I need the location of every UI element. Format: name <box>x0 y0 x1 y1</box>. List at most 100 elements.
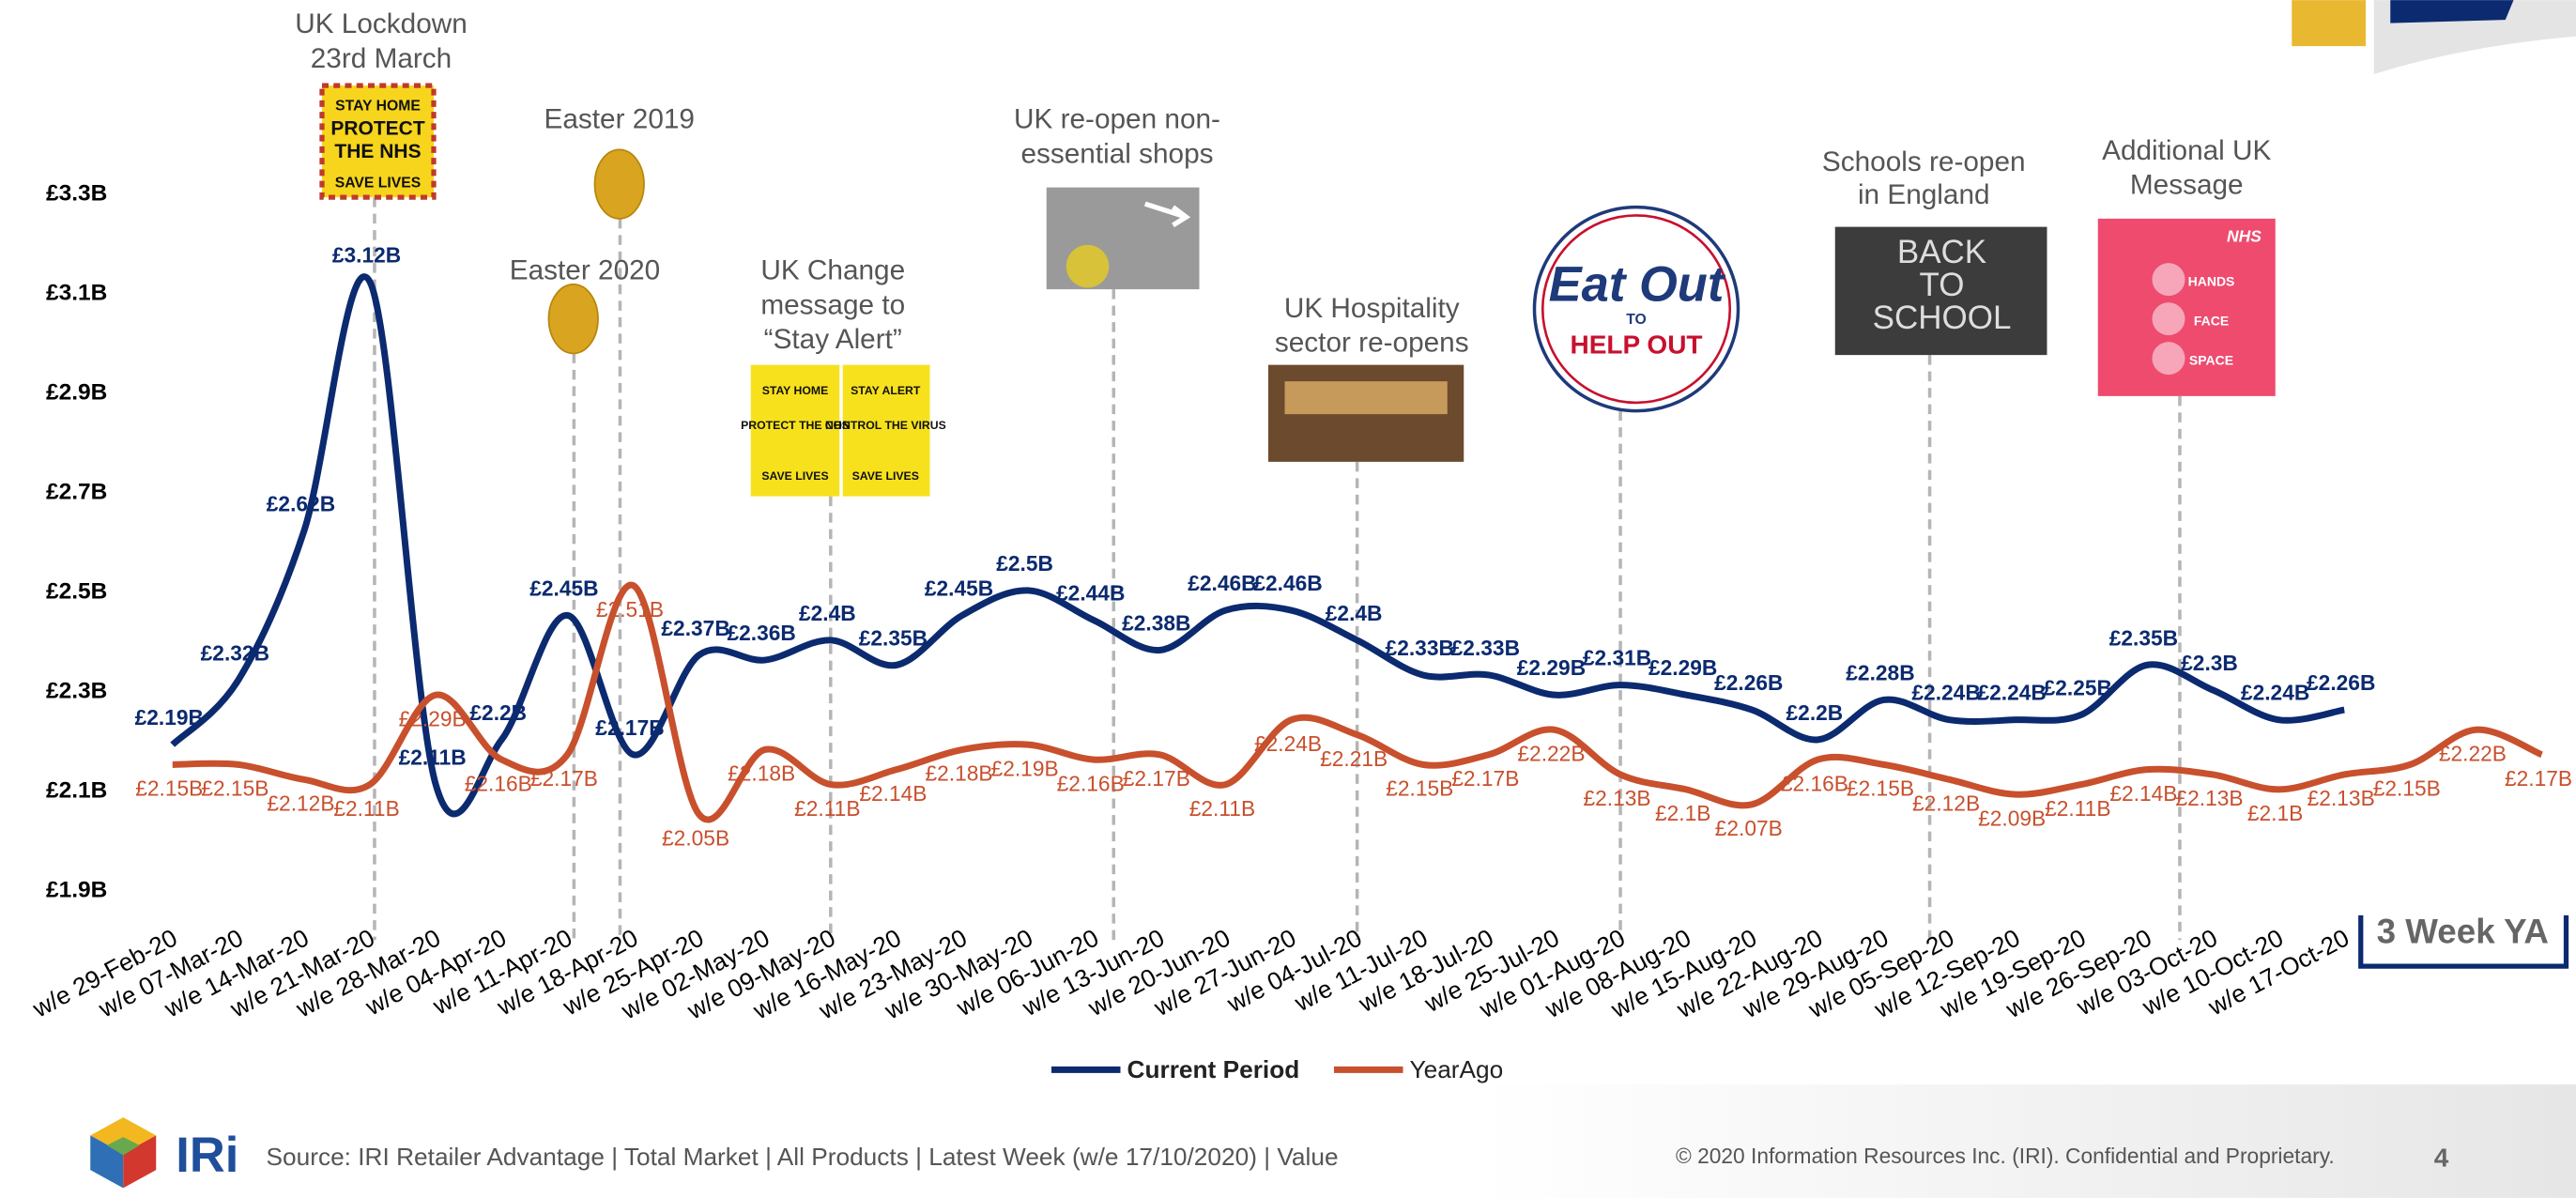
event-label: UK Change <box>760 255 905 286</box>
value-label: £2.22B <box>2439 742 2507 766</box>
value-label: £2.31B <box>1583 646 1651 670</box>
note: 3 Week YA <box>2377 913 2549 951</box>
value-label: £2.14B <box>2109 781 2177 806</box>
event-label: sector re-opens <box>1275 328 1469 359</box>
photo <box>1834 226 2047 356</box>
logo-text: IRi <box>176 1128 238 1183</box>
value-label: £2.51B <box>596 597 664 622</box>
value-label: £2.17B <box>595 715 664 740</box>
value-label: £2.36B <box>728 621 796 645</box>
event-label: UK Lockdown <box>295 8 468 39</box>
y-tick-label: £2.1B <box>46 778 107 804</box>
poster-text: STAY HOME <box>335 98 421 114</box>
value-label: £2.37B <box>661 616 729 640</box>
event-label: Message <box>2130 170 2244 201</box>
poster-text: HELP OUT <box>1570 330 1702 359</box>
value-label: £2.19B <box>991 756 1059 780</box>
value-label: £2.14B <box>859 781 927 806</box>
poster-text: SAVE LIVES <box>761 469 828 483</box>
poster <box>842 364 930 497</box>
value-label: £2.2B <box>469 700 527 725</box>
note-box <box>2358 914 2569 969</box>
value-label: £2.21B <box>1320 746 1388 771</box>
y-tick-label: £2.3B <box>46 679 107 704</box>
value-label: £2.16B <box>1057 771 1125 795</box>
value-label: £2.28B <box>1846 660 1914 684</box>
value-label: £2.09B <box>1978 806 2046 830</box>
value-label: £2.19B <box>135 705 204 730</box>
y-tick-label: £3.1B <box>46 281 107 306</box>
value-label: £2.26B <box>1714 670 1783 695</box>
value-label: £2.1B <box>1655 801 1710 825</box>
eat-out-logo <box>1532 205 1740 413</box>
value-label: £3.12B <box>332 242 401 267</box>
legend-label: YearAgo <box>1410 1055 1504 1083</box>
value-label: £2.1B <box>2247 801 2303 825</box>
value-label: £2.05B <box>662 826 729 851</box>
y-tick-label: £2.7B <box>46 480 107 505</box>
value-label: £2.15B <box>2373 776 2441 801</box>
value-label: £2.17B <box>1123 766 1190 791</box>
event-label: essential shops <box>1020 138 1213 169</box>
value-label: £2.11B <box>2045 796 2110 821</box>
value-label: £2.35B <box>859 625 928 650</box>
egg <box>547 284 599 355</box>
value-label: £2.12B <box>1912 791 1980 816</box>
poster <box>750 364 840 497</box>
value-label: £2.13B <box>2308 786 2375 810</box>
value-label: £2.17B <box>1451 766 1519 791</box>
icon <box>2152 302 2185 336</box>
corner-logo <box>2390 0 2514 23</box>
copyright: © 2020 Information Resources Inc. (IRI).… <box>1676 1144 2335 1168</box>
poster-text: SAVE LIVES <box>852 469 919 483</box>
value-label: £2.24B <box>1254 731 1322 756</box>
poster-text: Eat Out <box>1549 256 1726 312</box>
value-label: £2.13B <box>2175 786 2243 810</box>
event-label: Additional UK <box>2102 135 2271 166</box>
poster-text: PROTECT <box>330 118 425 140</box>
series-line <box>170 273 2345 818</box>
corner-logo <box>2292 0 2366 47</box>
value-label: £2.13B <box>1584 786 1651 810</box>
value-label: £2.3B <box>2181 651 2238 675</box>
y-tick-label: £2.5B <box>46 579 107 605</box>
event-label: UK re-open non- <box>1014 104 1220 135</box>
y-tick-label: £3.3B <box>46 181 107 207</box>
value-label: £2.15B <box>201 776 268 801</box>
poster-text: FACE <box>2194 314 2229 329</box>
value-label: £2.5B <box>996 551 1053 576</box>
value-label: £2.29B <box>399 706 467 730</box>
value-label: £2.4B <box>799 601 856 625</box>
y-tick-label: £1.9B <box>46 878 107 903</box>
icon <box>2152 342 2185 376</box>
photo-detail <box>1284 381 1448 415</box>
poster-text: SCHOOL <box>1873 300 2012 336</box>
poster <box>319 83 437 200</box>
poster-text: SPACE <box>2189 353 2233 368</box>
source: Source: IRI Retailer Advantage | Total M… <box>267 1143 1339 1171</box>
poster <box>2097 218 2276 396</box>
page-number: 4 <box>2434 1144 2449 1173</box>
value-label: £2.24B <box>1911 681 1980 705</box>
event-label: Easter 2020 <box>510 255 660 286</box>
value-label: £2.33B <box>1386 636 1454 660</box>
value-label: £2.18B <box>925 761 992 786</box>
footer-band <box>1479 1084 2576 1198</box>
value-label: £2.46B <box>1188 571 1256 595</box>
value-label: £2.17B <box>530 766 598 791</box>
y-tick-label: £2.9B <box>46 380 107 406</box>
value-label: £2.24B <box>2241 681 2309 705</box>
event-label: UK Hospitality <box>1284 293 1460 324</box>
value-label: £2.11B <box>333 796 399 821</box>
value-label: £2.11B <box>794 796 860 821</box>
poster-text: NHS <box>2227 226 2262 245</box>
value-label: £2.46B <box>1253 571 1322 595</box>
event-label: in England <box>1858 179 1990 210</box>
legend-label: Current Period <box>1127 1055 1300 1083</box>
value-label: £2.17B <box>2505 766 2572 791</box>
value-label: £2.29B <box>1648 655 1717 680</box>
value-label: £2.11B <box>399 745 467 770</box>
value-label: £2.38B <box>1122 610 1190 635</box>
value-label: £2.25B <box>2044 675 2112 699</box>
